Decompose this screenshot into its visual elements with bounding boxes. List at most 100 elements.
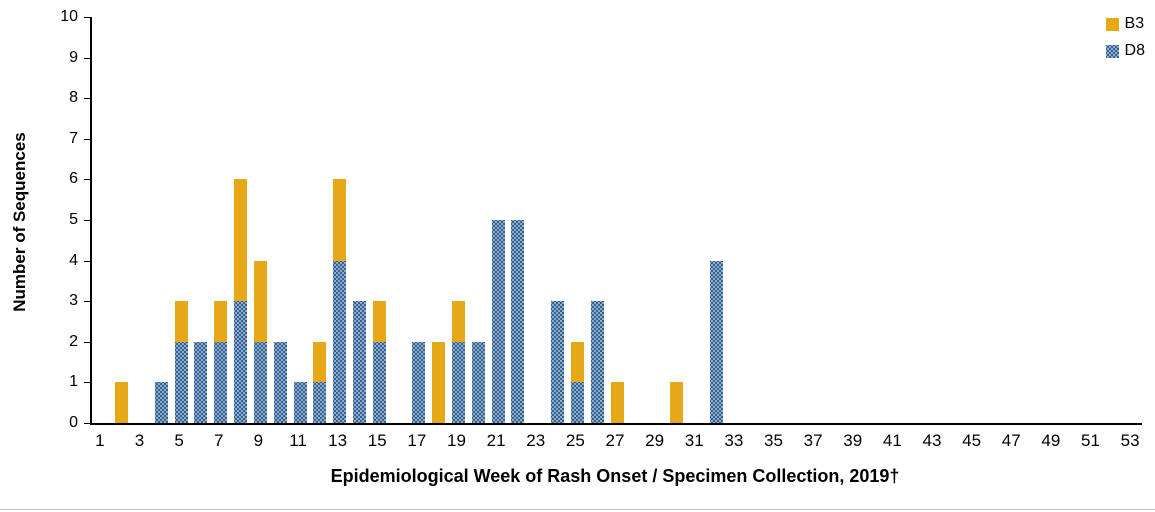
x-axis-title: Epidemiological Week of Rash Onset / Spe…: [330, 466, 900, 486]
y-tick-label-1: 1: [69, 373, 78, 391]
bar-week-7: [214, 301, 228, 423]
x-tick-label-11: 11: [289, 431, 307, 450]
bar-week-21: [491, 220, 505, 423]
y-tick-mark: [84, 57, 90, 59]
x-tick-label-39: 39: [843, 431, 863, 450]
y-tick-label-2: 2: [69, 332, 78, 350]
bottom-divider: [0, 509, 1155, 510]
y-tick-label-5: 5: [69, 211, 78, 228]
x-tick-label-51: 51: [1081, 431, 1100, 450]
x-tick-label-21: 21: [486, 431, 506, 450]
y-tick-mark: [84, 382, 90, 384]
bar-week-27: [610, 382, 624, 423]
bar-segment-d8: [491, 220, 505, 423]
y-tick-mark: [84, 341, 90, 343]
bar-week-4: [154, 382, 168, 423]
bar-week-30: [669, 382, 683, 423]
x-tick-label-49: 49: [1041, 431, 1061, 450]
legend-label-d8: D8: [1124, 42, 1145, 59]
bar-segment-b3: [610, 382, 624, 423]
bar-segment-d8: [194, 341, 208, 423]
x-tick-label-1: 1: [95, 431, 105, 450]
bar-week-15: [372, 301, 386, 423]
y-tick-mark: [84, 138, 90, 140]
y-tick-label-3: 3: [69, 292, 78, 310]
x-tick-label-19: 19: [447, 431, 466, 450]
y-tick-label-0: 0: [69, 414, 78, 431]
bar-segment-d8: [293, 382, 307, 423]
y-tick-mark: [84, 98, 90, 100]
y-tick-mark: [84, 301, 90, 303]
bar-week-25: [570, 341, 584, 423]
x-tick-label-31: 31: [684, 431, 704, 450]
bar-segment-d8: [214, 341, 228, 423]
bar-segment-b3: [669, 382, 683, 423]
bar-segment-d8: [412, 341, 426, 423]
x-tick-label-3: 3: [134, 431, 145, 450]
bar-segment-d8: [313, 382, 327, 423]
bar-week-20: [471, 341, 485, 423]
y-tick-mark: [84, 17, 90, 18]
bar-week-32: [709, 260, 723, 423]
bar-segment-d8: [452, 341, 465, 423]
y-tick-mark: [84, 179, 90, 181]
y-tick-mark: [84, 260, 90, 262]
bar-week-13: [333, 179, 347, 423]
bar-segment-d8: [372, 341, 386, 423]
x-tick-label-53: 53: [1120, 431, 1140, 450]
bar-week-14: [352, 301, 366, 423]
bar-segment-b3: [333, 179, 347, 261]
bar-segment-d8: [570, 382, 584, 423]
y-tick-label-4: 4: [69, 251, 78, 269]
bar-week-11: [293, 382, 307, 423]
bar-segment-b3: [372, 301, 386, 342]
x-tick-label-41: 41: [882, 431, 902, 450]
x-tick-label-27: 27: [605, 431, 625, 450]
bar-segment-d8: [709, 260, 723, 423]
legend-swatch-d8: [1105, 44, 1119, 58]
bar-week-8: [234, 179, 248, 423]
bar-week-2: [115, 382, 129, 423]
x-tick-label-9: 9: [253, 431, 264, 450]
legend-swatch-b3: [1105, 17, 1119, 31]
bar-segment-d8: [551, 301, 565, 423]
bar-segment-b3: [174, 301, 188, 342]
bar-segment-b3: [253, 260, 267, 342]
bar-week-9: [253, 260, 267, 423]
bar-segment-d8: [253, 341, 267, 423]
y-tick-mark: [84, 423, 90, 424]
bar-segment-b3: [452, 301, 465, 342]
x-tick-label-35: 35: [764, 431, 783, 450]
bar-week-24: [551, 301, 565, 423]
y-tick-mark: [84, 220, 90, 221]
x-tick-label-23: 23: [526, 431, 546, 450]
y-tick-label-10: 10: [60, 8, 78, 25]
bar-week-10: [273, 341, 287, 423]
bar-segment-b3: [313, 341, 327, 383]
x-tick-label-15: 15: [367, 431, 387, 450]
y-tick-label-9: 9: [69, 48, 78, 66]
legend-item-b3: B3: [1105, 15, 1145, 33]
x-tick-label-13: 13: [328, 431, 348, 450]
bar-segment-d8: [273, 341, 287, 423]
legend-label-b3: B3: [1124, 15, 1145, 32]
legend-item-d8: D8: [1105, 42, 1145, 60]
bar-segment-b3: [214, 301, 228, 342]
x-tick-label-45: 45: [962, 431, 982, 450]
x-tick-label-43: 43: [922, 431, 942, 450]
bar-week-5: [174, 301, 188, 423]
x-tick-label-5: 5: [174, 431, 184, 450]
x-tick-label-33: 33: [724, 431, 744, 450]
y-tick-label-7: 7: [69, 129, 78, 147]
x-tick-label-17: 17: [407, 431, 427, 450]
bar-segment-d8: [333, 260, 347, 423]
bar-segment-d8: [154, 382, 168, 423]
bar-week-17: [412, 341, 426, 423]
x-tick-label-7: 7: [214, 431, 224, 450]
bar-segment-b3: [432, 341, 446, 423]
bar-segment-d8: [471, 341, 485, 423]
legend: B3 D8: [1105, 15, 1145, 69]
bar-segment-d8: [590, 301, 604, 423]
bar-week-26: [590, 301, 604, 423]
